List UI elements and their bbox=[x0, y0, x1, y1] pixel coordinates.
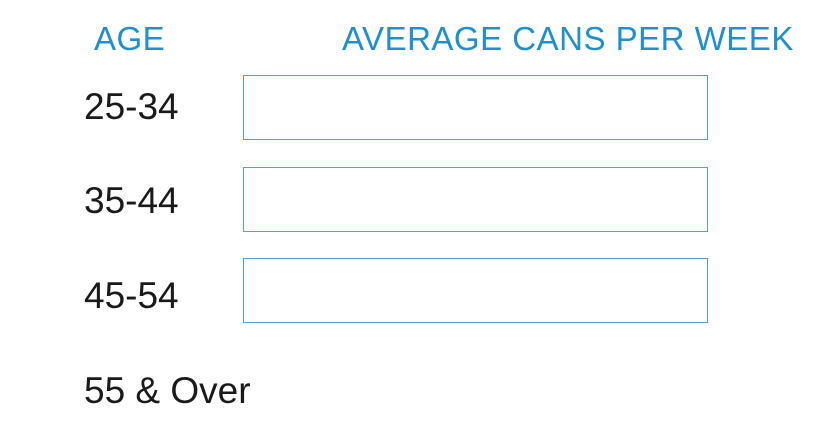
age-label-55-over: 55 & Over bbox=[84, 370, 251, 411]
age-label-35-44: 35-44 bbox=[84, 180, 179, 221]
age-label-45-54: 45-54 bbox=[84, 275, 179, 316]
cans-column-header: AVERAGE CANS PER WEEK bbox=[342, 20, 794, 57]
cans-input-45-54[interactable] bbox=[243, 258, 708, 323]
cans-input-25-34[interactable] bbox=[243, 75, 708, 140]
age-label-25-34: 25-34 bbox=[84, 86, 179, 127]
age-column-header: AGE bbox=[94, 20, 166, 57]
cans-input-35-44[interactable] bbox=[243, 167, 708, 232]
